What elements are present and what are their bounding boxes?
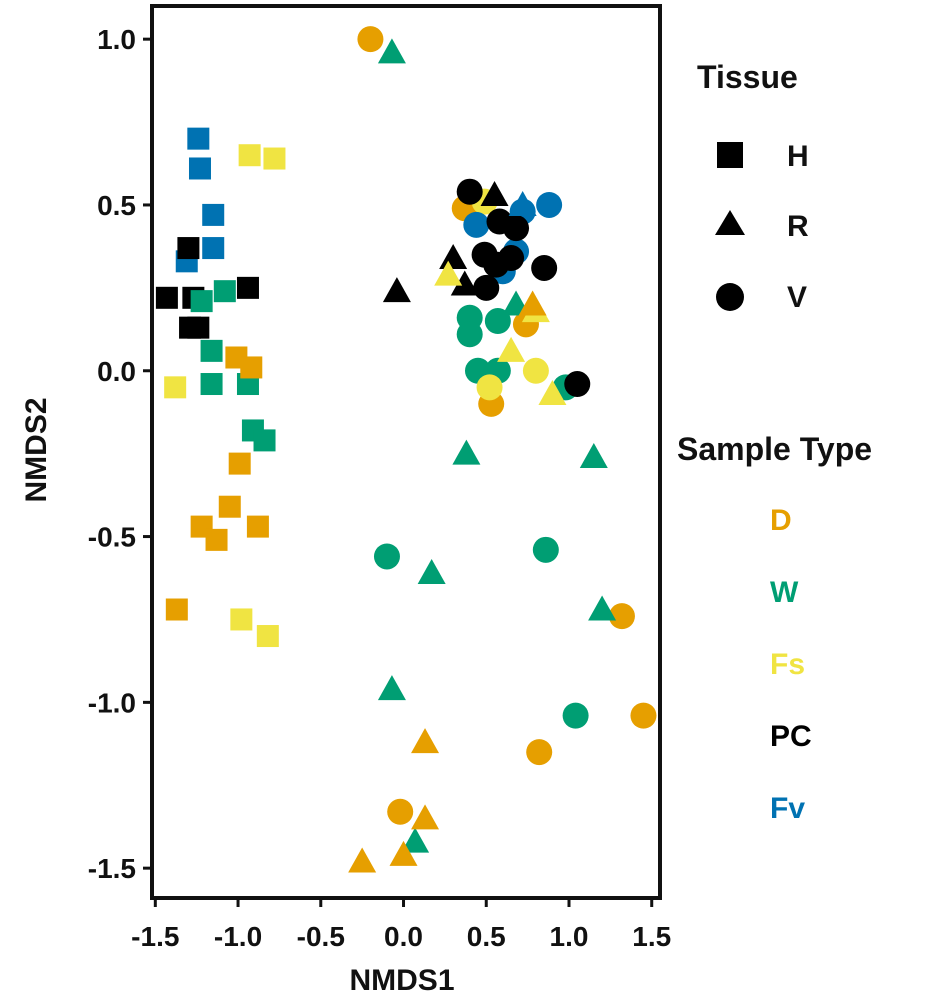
- data-point-square: [213, 280, 236, 303]
- legend-tissue-title: Tissue: [697, 59, 798, 95]
- y-tick-label: -1.0: [88, 687, 136, 718]
- data-point-circle: [456, 321, 483, 348]
- legend-sample-type-label: Fv: [770, 792, 805, 825]
- y-tick-label: -1.5: [88, 853, 136, 884]
- x-tick-label: 0.5: [467, 921, 506, 952]
- data-point-circle: [473, 274, 500, 301]
- legend-sample-type-label: D: [770, 504, 792, 537]
- x-tick-label: 1.5: [632, 921, 671, 952]
- data-point-triangle: [508, 190, 537, 216]
- data-point-square: [165, 598, 188, 621]
- data-point-circle: [564, 371, 591, 398]
- data-point-circle: [387, 798, 414, 825]
- data-point-square: [238, 144, 261, 167]
- data-point-square: [236, 373, 259, 396]
- data-point-triangle: [518, 290, 547, 316]
- data-point-circle: [522, 357, 549, 384]
- data-point-square: [253, 429, 276, 452]
- data-point-circle: [608, 603, 635, 630]
- data-point-square: [202, 203, 225, 226]
- data-point-square: [236, 276, 259, 299]
- y-tick-label: 0.5: [97, 190, 136, 221]
- data-point-circle: [357, 26, 384, 53]
- data-point-triangle: [377, 675, 406, 701]
- data-point-square: [205, 528, 228, 551]
- data-point-circle: [536, 191, 563, 218]
- y-axis: 1.0 0.5 0.0 -0.5 -1.0 -1.5: [88, 24, 152, 884]
- data-point-triangle: [411, 804, 440, 830]
- y-axis-title: NMDS2: [20, 397, 53, 502]
- data-point-square: [187, 127, 210, 150]
- data-point-triangle: [411, 728, 440, 754]
- data-point-circle: [526, 739, 553, 766]
- data-point-triangle: [450, 270, 479, 296]
- data-point-triangle: [389, 840, 418, 866]
- data-point-triangle: [377, 38, 406, 64]
- data-point-square: [164, 376, 187, 399]
- data-point-square: [190, 290, 213, 313]
- data-point-circle: [531, 254, 558, 281]
- data-point-square: [240, 356, 263, 379]
- x-tick-label: 1.0: [550, 921, 589, 952]
- data-point-square: [187, 316, 210, 339]
- data-point-square: [177, 237, 200, 260]
- sample-type-legend-items: D W Fs PC Fv: [770, 504, 812, 825]
- data-point-square: [200, 373, 223, 396]
- data-point-square: [200, 339, 223, 362]
- data-point-circle: [562, 702, 589, 729]
- data-points: [155, 26, 657, 873]
- legend-tissue-label: R: [787, 210, 809, 243]
- legend-tissue-label: V: [787, 281, 807, 314]
- data-point-circle: [463, 211, 490, 238]
- data-point-circle: [456, 178, 483, 205]
- data-point-triangle: [382, 277, 411, 303]
- data-point-triangle: [579, 442, 608, 468]
- plot-frame: [150, 4, 662, 900]
- legend-circle-icon: [716, 283, 744, 311]
- legend-sample-type-label: PC: [770, 720, 812, 753]
- legend-sample-type-title: Sample Type: [677, 431, 872, 467]
- data-point-triangle: [434, 260, 463, 286]
- data-point-circle: [532, 536, 559, 563]
- data-point-triangle: [348, 847, 377, 873]
- data-point-square: [228, 452, 251, 475]
- legend-tissue-label: H: [787, 140, 809, 173]
- x-tick-label: -1.5: [131, 921, 179, 952]
- data-point-triangle: [538, 379, 567, 405]
- legend-triangle-icon: [715, 210, 745, 235]
- data-point-triangle: [401, 827, 430, 853]
- data-point-square: [218, 495, 241, 518]
- data-point-triangle: [452, 439, 481, 465]
- x-tick-label: -0.5: [297, 921, 345, 952]
- data-point-circle: [503, 215, 530, 242]
- legend-square-icon: [717, 142, 743, 168]
- data-point-triangle: [497, 336, 526, 362]
- legend: Tissue H R V Sample Type D W Fs PC Fv: [677, 59, 872, 825]
- y-tick-label: 0.0: [97, 356, 136, 387]
- data-point-circle: [630, 702, 657, 729]
- data-point-circle: [476, 374, 503, 401]
- y-tick-label: -0.5: [88, 522, 136, 553]
- data-point-square: [246, 515, 269, 538]
- x-axis-title: NMDS1: [349, 964, 454, 997]
- data-point-triangle: [480, 181, 509, 207]
- x-axis: -1.5 -1.0 -0.5 0.0 0.5 1.0 1.5: [131, 898, 671, 952]
- data-point-circle: [373, 543, 400, 570]
- legend-sample-type-label: W: [770, 576, 799, 609]
- x-tick-label: 0.0: [384, 921, 423, 952]
- x-tick-label: -1.0: [214, 921, 262, 952]
- data-point-square: [230, 608, 253, 631]
- data-point-triangle: [417, 559, 446, 585]
- y-tick-label: 1.0: [97, 24, 136, 55]
- legend-sample-type-label: Fs: [770, 648, 805, 681]
- data-point-circle: [498, 245, 525, 272]
- data-point-triangle: [439, 244, 468, 270]
- data-point-square: [202, 237, 225, 260]
- data-point-square: [256, 625, 279, 648]
- data-point-square: [188, 157, 211, 180]
- data-point-square: [155, 286, 178, 309]
- data-point-square: [263, 147, 286, 170]
- data-point-triangle: [588, 595, 617, 621]
